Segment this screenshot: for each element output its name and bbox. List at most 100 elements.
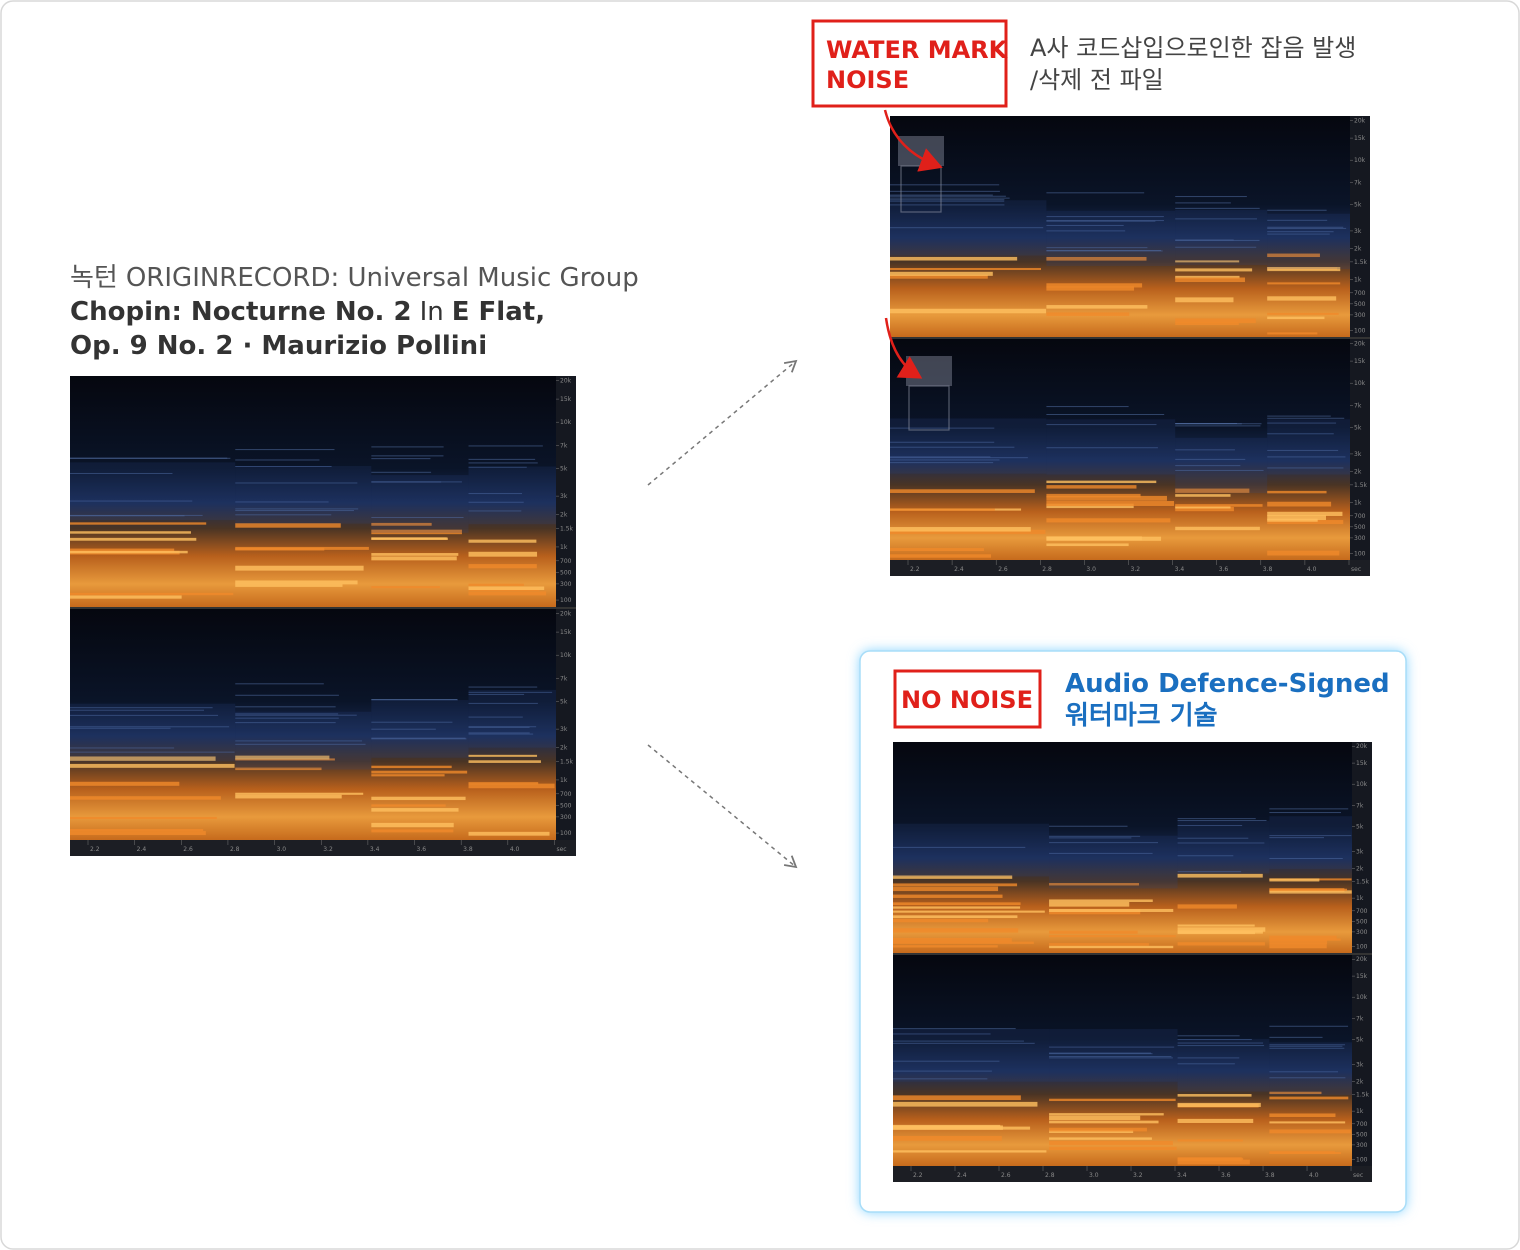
watermark-box <box>898 136 944 166</box>
harmonic <box>1269 890 1352 894</box>
freq-label: 1.5k <box>560 758 574 765</box>
harmonic <box>1049 943 1149 946</box>
harmonic <box>1269 1121 1346 1124</box>
harmonic <box>1046 501 1175 506</box>
caption: A사 코드삽입으로인한 잡음 발생 <box>1030 34 1356 62</box>
time-label: 3.8 <box>1263 566 1273 573</box>
harmonic <box>890 548 984 552</box>
harmonic <box>890 267 1041 271</box>
freq-strip <box>1350 116 1370 337</box>
freq-label: 5k <box>1354 424 1362 431</box>
noise <box>893 823 1050 877</box>
harmonic <box>70 727 171 729</box>
time-label: sec <box>1351 566 1361 573</box>
harmonic <box>1175 422 1237 424</box>
harmonic <box>70 548 175 553</box>
harmonic <box>1175 260 1240 263</box>
harmonic <box>1177 842 1265 844</box>
freq-label: 700 <box>1356 1121 1368 1128</box>
time-label: 2.2 <box>90 846 100 853</box>
harmonic <box>1269 1129 1351 1134</box>
harmonic <box>1269 943 1327 949</box>
time-label: 3.0 <box>277 846 287 853</box>
harmonic <box>1175 504 1263 507</box>
harmonic <box>468 510 522 512</box>
harmonic <box>1267 449 1339 451</box>
harmonic <box>890 308 1047 314</box>
harmonic <box>1175 526 1260 531</box>
harmonic <box>235 722 336 724</box>
noise <box>890 200 1047 256</box>
harmonic <box>1049 1057 1173 1059</box>
harmonic <box>893 875 1013 879</box>
harmonic <box>371 808 459 812</box>
harmonic <box>1269 878 1320 882</box>
harmonic <box>70 816 217 820</box>
harmonic <box>468 716 523 718</box>
harmonic <box>468 726 530 728</box>
harmonic <box>890 508 995 511</box>
harmonic <box>1049 1053 1153 1055</box>
harmonic <box>890 489 1035 493</box>
harmonic <box>1175 207 1260 209</box>
harmonic <box>893 1101 1038 1107</box>
freq-strip <box>1350 339 1370 560</box>
harmonic <box>1177 904 1237 909</box>
harmonic <box>70 763 235 768</box>
time-label: 4.0 <box>1307 566 1317 573</box>
harmonic <box>235 794 342 799</box>
freq-label: 500 <box>1354 301 1366 308</box>
freq-label: 3k <box>560 726 568 733</box>
noise <box>1177 1038 1270 1092</box>
harmonic <box>468 493 523 495</box>
harmonic <box>1267 267 1341 272</box>
time-label: 3.6 <box>1221 1172 1231 1179</box>
harmonic <box>70 781 180 786</box>
harmonic <box>1177 1118 1254 1123</box>
freq-strip <box>556 609 576 840</box>
harmonic <box>1267 219 1328 221</box>
time-label: 4.0 <box>510 846 520 853</box>
harmonic <box>371 529 462 535</box>
freq-label: 1k <box>1356 1108 1364 1115</box>
freq-label: 15k <box>1354 358 1366 365</box>
harmonic <box>1175 469 1264 471</box>
harmonic <box>235 449 335 451</box>
time-label: 3.6 <box>1219 566 1229 573</box>
harmonic <box>235 459 320 461</box>
harmonic <box>890 527 1031 532</box>
harmonic <box>70 515 185 517</box>
harmonic <box>1049 825 1128 827</box>
freq-label: 300 <box>1356 929 1368 936</box>
harmonic <box>1269 837 1325 839</box>
freq-label: 7k <box>560 442 568 449</box>
time-label: 2.6 <box>998 566 1008 573</box>
harmonic <box>1177 855 1234 857</box>
freq-label: 3k <box>1356 849 1364 856</box>
time-label: 3.4 <box>1177 1172 1187 1179</box>
harmonic <box>1177 837 1249 839</box>
harmonic <box>1175 239 1234 241</box>
freq-label: 1k <box>560 777 568 784</box>
harmonic <box>468 501 524 503</box>
harmonic <box>235 584 343 587</box>
time-strip <box>893 1166 1372 1182</box>
harmonic <box>890 271 993 276</box>
noise <box>1175 437 1268 494</box>
harmonic <box>1049 1120 1159 1124</box>
harmonic <box>1269 1045 1343 1047</box>
harmonic <box>893 1078 988 1080</box>
source-line: 녹턴 ORIGINRECORD: Universal Music Group <box>70 263 639 293</box>
freq-label: 7k <box>1354 402 1362 409</box>
freq-label: 5k <box>560 465 568 472</box>
freq-label: 1.5k <box>1356 878 1370 885</box>
harmonic <box>1175 449 1235 451</box>
harmonic <box>893 915 1018 919</box>
harmonic <box>371 556 457 561</box>
harmonic <box>1269 935 1337 941</box>
divider <box>890 337 1370 339</box>
harmonic <box>468 586 545 591</box>
harmonic <box>893 846 1026 848</box>
harmonic <box>890 204 1005 206</box>
freq-label: 100 <box>1356 1157 1368 1164</box>
